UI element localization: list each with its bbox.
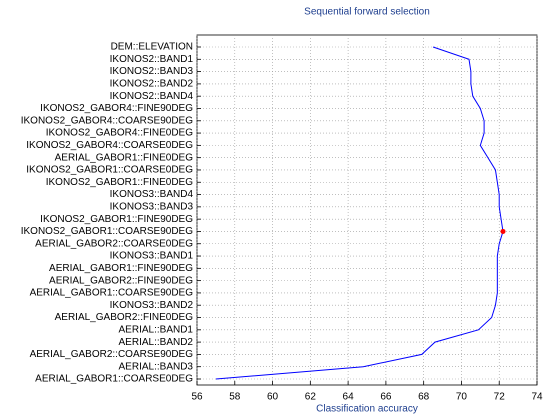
y-tick-label: IKONOS2_GABOR1::FINE90DEG xyxy=(40,214,193,225)
x-tick-label: 56 xyxy=(191,392,203,403)
x-tick-label: 60 xyxy=(267,392,279,403)
line xyxy=(215,46,504,380)
x-tick-label: 58 xyxy=(229,392,241,403)
y-tick-label: AERIAL_GABOR2::COARSE90DEG xyxy=(30,349,194,360)
y-tick-label: IKONOS2_GABOR1::COARSE0DEG xyxy=(26,165,193,176)
y-tick-label: AERIAL::BAND1 xyxy=(119,324,194,335)
x-tick-label: 68 xyxy=(418,392,430,403)
y-tick-label: IKONOS2_GABOR1::COARSE90DEG xyxy=(21,226,194,237)
y-tick-label: IKONOS2::BAND2 xyxy=(110,79,194,90)
y-tick-label: AERIAL::BAND2 xyxy=(119,337,194,348)
x-tick-label: 74 xyxy=(531,392,543,403)
y-tick-label: IKONOS2_GABOR4::FINE0DEG xyxy=(46,128,193,139)
x-tick-label: 66 xyxy=(380,392,392,403)
y-tick-label: IKONOS2::BAND1 xyxy=(110,54,194,65)
y-tick-label: AERIAL_GABOR2::FINE90DEG xyxy=(49,275,193,286)
y-tick-label: IKONOS2_GABOR1::FINE0DEG xyxy=(46,177,193,188)
y-tick-label: IKONOS2::BAND3 xyxy=(110,66,194,77)
x-axis-label: Classification accuracy xyxy=(316,404,418,415)
y-tick-label: IKONOS2::BAND4 xyxy=(110,91,194,102)
x-tick-label: 70 xyxy=(456,392,468,403)
y-tick-label: IKONOS3::BAND2 xyxy=(110,300,194,311)
y-tick-label: AERIAL_GABOR1::COARSE90DEG xyxy=(30,288,194,299)
y-tick-label: IKONOS2_GABOR4::COARSE0DEG xyxy=(26,140,193,151)
y-tick-label: IKONOS3::BAND4 xyxy=(110,189,194,200)
y-tick-label: AERIAL_GABOR1::COARSE0DEG xyxy=(35,374,193,385)
x-tick-label: 64 xyxy=(343,392,355,403)
y-tick-label: DEM::ELEVATION xyxy=(111,42,193,53)
x-tick-label: 72 xyxy=(494,392,506,403)
y-tick-label: IKONOS2_GABOR4::FINE90DEG xyxy=(40,103,193,114)
y-tick-label: AERIAL_GABOR1::FINE90DEG xyxy=(49,263,193,274)
y-tick-label: AERIAL_GABOR2::FINE0DEG xyxy=(55,312,194,323)
highlight-point xyxy=(500,228,506,234)
y-tick-label: IKONOS2_GABOR4::COARSE90DEG xyxy=(21,115,194,126)
y-tick-label: AERIAL_GABOR1::FINE0DEG xyxy=(55,152,194,163)
x-tick-label: 62 xyxy=(305,392,317,403)
plot-frame xyxy=(196,34,538,386)
y-tick-label: AERIAL_GABOR2::COARSE0DEG xyxy=(35,238,193,249)
chart-title: Sequential forward selection xyxy=(304,7,430,18)
y-tick-label: IKONOS3::BAND1 xyxy=(110,251,194,262)
y-tick-label: AERIAL::BAND3 xyxy=(119,361,194,372)
y-tick-label: IKONOS3::BAND3 xyxy=(110,201,194,212)
